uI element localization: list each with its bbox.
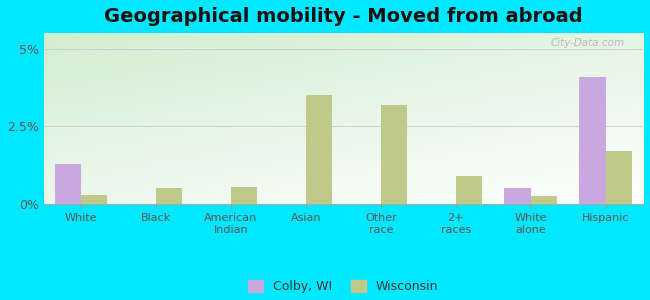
Bar: [231, 187, 257, 204]
Bar: [306, 95, 332, 204]
Bar: [81, 195, 107, 204]
Bar: [456, 176, 482, 204]
Text: City-Data.com: City-Data.com: [551, 38, 625, 48]
Bar: [579, 76, 606, 204]
Bar: [606, 151, 632, 204]
Legend: Colby, WI, Wisconsin: Colby, WI, Wisconsin: [243, 275, 443, 298]
Bar: [530, 196, 557, 204]
Title: Geographical mobility - Moved from abroad: Geographical mobility - Moved from abroa…: [104, 7, 582, 26]
Bar: [504, 188, 530, 204]
Bar: [156, 188, 182, 204]
Bar: [381, 104, 407, 204]
Bar: [55, 164, 81, 204]
